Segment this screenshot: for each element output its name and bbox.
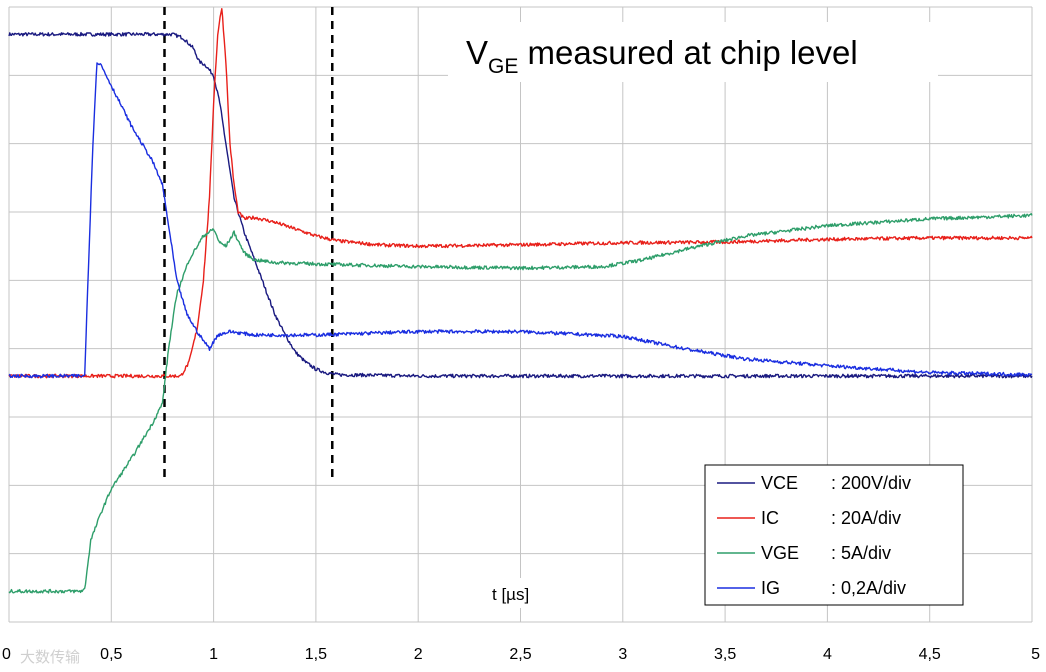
x-tick-label: 0 [2, 646, 11, 663]
watermark: 大数传输 [20, 648, 80, 666]
svg-text:VGE measured at chip level: VGE measured at chip level [466, 34, 858, 78]
legend-entry-name: VGE [761, 543, 799, 563]
legend-entry-scale: : 200V/div [831, 473, 911, 493]
legend-entry-scale: : 20A/div [831, 508, 901, 528]
title-rest: measured at chip level [518, 34, 857, 71]
x-axis-title: t [µs] [492, 585, 529, 604]
legend-entry-scale: : 0,2A/div [831, 578, 906, 598]
x-tick-label: 2,5 [509, 646, 531, 663]
x-axis-label: t [µs] [484, 578, 558, 608]
title-subscript: GE [488, 55, 518, 78]
x-tick-labels: 0 0,5 1 1,5 2 2,5 3 3,5 4 4,5 5 [2, 646, 1040, 663]
legend-entry-name: IC [761, 508, 779, 528]
title-main: V [466, 34, 488, 71]
legend-entry-name: IG [761, 578, 780, 598]
series-line-vce [8, 31, 1033, 379]
series-lines [8, 7, 1033, 594]
x-tick-label: 3 [618, 646, 627, 663]
legend-entry-scale: : 5A/div [831, 543, 891, 563]
x-tick-label: 4 [823, 646, 832, 663]
dashed-markers [163, 7, 334, 479]
legend-entry-name: VCE [761, 473, 798, 493]
x-tick-label: 2 [414, 646, 423, 663]
legend-box [704, 464, 964, 606]
chart-title: VGE measured at chip level [448, 22, 938, 82]
series-line-ic [8, 7, 1033, 379]
series-line-ig [8, 62, 1033, 379]
legend: VCE : 200V/div IC : 20A/div VGE : 5A/div IG : 0… [704, 464, 964, 606]
x-tick-label: 4,5 [919, 646, 941, 663]
x-tick-label: 3,5 [714, 646, 736, 663]
x-tick-label: 1,5 [305, 646, 327, 663]
x-tick-label: 5 [1031, 646, 1040, 663]
x-tick-label: 0,5 [100, 646, 122, 663]
x-tick-label: 1 [209, 646, 218, 663]
